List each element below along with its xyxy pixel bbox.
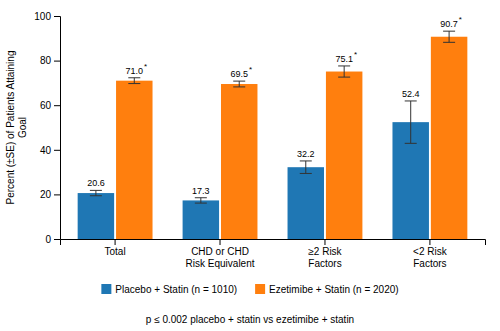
legend-swatch — [255, 284, 265, 294]
data-label: 69.5 — [230, 69, 248, 79]
error-bar-cap — [443, 42, 455, 43]
error-bar-stem — [239, 81, 240, 87]
x-tick-mark — [115, 239, 116, 245]
error-bar-cap — [338, 77, 350, 78]
y-tick-label: 60 — [40, 100, 52, 111]
error-bar-cap — [233, 81, 245, 82]
series — [116, 31, 467, 239]
y-axis-title: Percent (±SE) of Patients AttainingGoal — [5, 51, 28, 205]
x-axis-line — [61, 240, 486, 246]
error-bar — [338, 66, 350, 77]
error-bar — [128, 78, 140, 84]
x-tick-mark — [324, 239, 325, 245]
legend-item: Placebo + Statin (n = 1010) — [101, 284, 237, 295]
footnote: p ≤ 0.002 placebo + statin vs ezetimibe … — [146, 314, 354, 325]
y-tick-mark — [54, 239, 60, 240]
bar — [221, 84, 257, 239]
error-bar-cap — [128, 83, 140, 84]
data-label: 90.7 — [440, 19, 458, 29]
x-axis: Total CHD or CHDRisk Equivalent ≥2 RiskFac… — [61, 239, 486, 269]
bar — [326, 72, 362, 239]
y-tick: 40 — [40, 145, 60, 156]
y-tick: 100 — [34, 11, 60, 22]
error-bar-stem — [305, 161, 306, 173]
bar — [78, 193, 114, 239]
x-tick: ≥2 RiskFactors — [308, 239, 342, 269]
error-bar — [195, 198, 207, 203]
error-bar-stem — [200, 198, 201, 203]
legend: Placebo + Statin (n = 1010) Ezetimibe + S… — [101, 284, 398, 295]
error-bar — [443, 31, 455, 42]
error-bar-cap — [90, 195, 102, 196]
x-tick-label: <2 RiskFactors — [413, 246, 448, 269]
error-bar-cap — [405, 143, 417, 144]
bar — [431, 37, 467, 239]
x-tick: Total — [105, 239, 126, 257]
error-bar-cap — [195, 197, 207, 198]
y-tick-mark — [54, 16, 60, 17]
x-tick-label: ≥2 RiskFactors — [308, 246, 342, 269]
error-bar-cap — [338, 65, 350, 66]
error-bar — [233, 81, 245, 87]
bar — [183, 200, 219, 239]
x-tick: <2 RiskFactors — [413, 239, 448, 269]
data-label: 71.0 — [126, 66, 144, 76]
marks — [78, 31, 468, 239]
error-bar-cap — [195, 203, 207, 204]
error-bar-stem — [449, 31, 450, 42]
x-tick-label: Total — [105, 246, 126, 257]
y-tick-label: 100 — [34, 11, 51, 22]
error-bar — [90, 190, 102, 195]
y-tick-label: 20 — [40, 189, 52, 200]
annotation: * — [249, 65, 252, 74]
data-label: 75.1 — [335, 54, 353, 64]
error-bar-stem — [410, 101, 411, 143]
legend-label: Ezetimibe + Statin (n = 2020) — [269, 284, 399, 295]
y-tick: 60 — [40, 100, 60, 111]
x-tick-mark — [220, 239, 221, 245]
y-tick-label: 80 — [40, 55, 52, 66]
y-tick-mark — [54, 194, 60, 195]
bar — [288, 167, 324, 239]
annotation: * — [459, 15, 462, 24]
data-label: 20.6 — [87, 178, 105, 188]
annotation: * — [144, 62, 147, 71]
error-bar-cap — [300, 173, 312, 174]
y-tick-mark — [54, 61, 60, 62]
y-tick: 80 — [40, 55, 60, 66]
data-label: 32.2 — [297, 149, 315, 159]
x-tick: CHD or CHDRisk Equivalent — [186, 239, 255, 269]
y-tick-mark — [54, 105, 60, 106]
legend-label: Placebo + Statin (n = 1010) — [115, 284, 237, 295]
error-bar-cap — [443, 31, 455, 32]
error-bar-cap — [233, 86, 245, 87]
y-axis-line — [54, 17, 61, 240]
y-tick-label: 0 — [45, 234, 51, 245]
x-tick-mark — [429, 239, 430, 245]
y-axis: 0 20 40 60 80 100 — [34, 11, 60, 245]
data-label: 17.3 — [192, 186, 210, 196]
chart: 0 20 40 60 80 100 Total CHD or CHDRisk Equivale… — [0, 0, 500, 331]
error-bar-cap — [128, 77, 140, 78]
y-tick: 0 — [45, 234, 60, 245]
error-bar-stem — [134, 78, 135, 84]
legend-swatch — [101, 284, 111, 294]
plot: 0 20 40 60 80 100 Total CHD or CHDRisk Equivale… — [34, 11, 485, 269]
error-bar — [405, 101, 417, 143]
data-labels: 20.617.332.252.471.0*69.5*75.1*90.7* — [87, 15, 462, 196]
error-bar — [300, 161, 312, 173]
error-bar-cap — [405, 100, 417, 101]
y-tick-mark — [54, 150, 60, 151]
bar — [116, 81, 152, 239]
legend-item: Ezetimibe + Statin (n = 2020) — [255, 284, 399, 295]
y-tick: 20 — [40, 189, 60, 200]
y-tick-label: 40 — [40, 145, 52, 156]
annotation: * — [354, 50, 357, 59]
error-bar-cap — [300, 160, 312, 161]
error-bar-stem — [344, 66, 345, 77]
data-label: 52.4 — [402, 89, 420, 99]
x-tick-label: CHD or CHDRisk Equivalent — [186, 246, 255, 269]
error-bar-cap — [90, 190, 102, 191]
error-bar-stem — [95, 190, 96, 195]
